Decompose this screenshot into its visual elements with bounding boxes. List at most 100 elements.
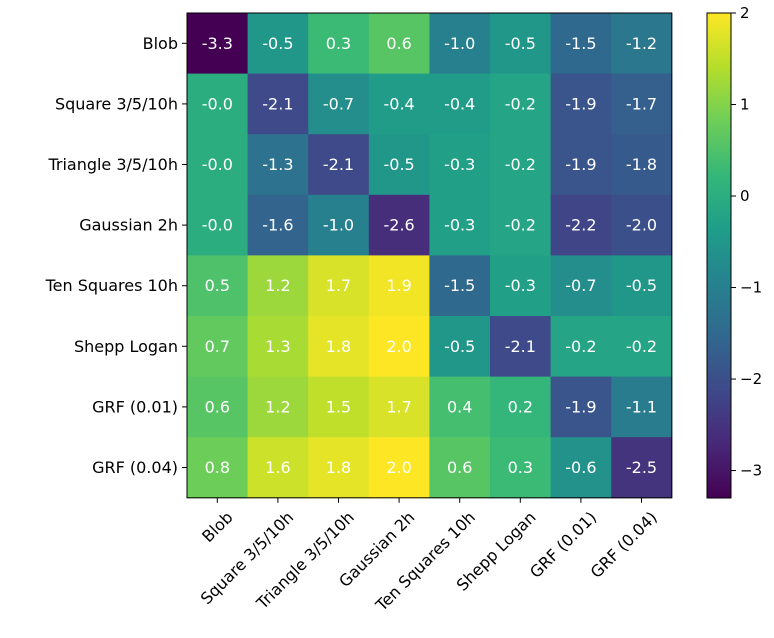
cell-value-label: -0.6	[565, 458, 596, 477]
cell-value-label: -0.3	[444, 155, 475, 174]
cell-value-label: -0.4	[444, 94, 475, 113]
cell-value-label: -1.6	[262, 216, 293, 235]
heatmap-cell	[187, 437, 249, 499]
y-tick-label: Blob	[143, 34, 178, 53]
heatmap-cell	[550, 13, 612, 75]
heatmap-cell	[247, 376, 309, 438]
cell-value-label: 2.0	[386, 458, 411, 477]
heatmap-cell	[550, 437, 612, 499]
heatmap-cell	[490, 13, 552, 75]
cell-value-label: -0.2	[505, 94, 536, 113]
cell-value-label: -1.3	[262, 155, 293, 174]
heatmap-cell	[490, 255, 552, 317]
heatmap-cell	[247, 73, 309, 135]
heatmap-cell	[611, 73, 673, 135]
heatmap-cell	[490, 194, 552, 256]
cell-value-label: 1.2	[265, 276, 290, 295]
y-tick-label: GRF (0.04)	[92, 458, 178, 477]
cell-value-label: -0.0	[202, 216, 233, 235]
y-tick-label: Triangle 3/5/10h	[47, 155, 178, 174]
y-axis: Blob Square 3/5/10h Triangle 3/5/10h Gaussi…	[45, 34, 187, 477]
plot-frame	[186, 12, 673, 499]
heatmap-cell	[429, 73, 491, 135]
heatmap-cell	[550, 376, 612, 438]
cell-value-label: -1.7	[626, 94, 657, 113]
heatmap-cells	[187, 13, 673, 499]
cell-value-label: 0.3	[508, 458, 533, 477]
cell-value-label: 0.3	[326, 34, 351, 53]
cell-value-label: -1.2	[626, 34, 657, 53]
heatmap-cell	[247, 255, 309, 317]
heatmap-cell	[187, 13, 249, 75]
x-tick-label: Blob	[198, 508, 236, 546]
y-tick-label: GRF (0.01)	[92, 397, 178, 416]
cell-value-label: -1.9	[565, 397, 596, 416]
heatmap-cell	[368, 437, 430, 499]
heatmap-cell	[187, 376, 249, 438]
cell-value-label: -0.7	[323, 94, 354, 113]
colorbar-tick-label: −1	[740, 279, 762, 297]
cell-value-label: -2.0	[626, 216, 657, 235]
heatmap-cell	[247, 13, 309, 75]
cell-value-label: -2.2	[565, 216, 596, 235]
heatmap-cell	[308, 134, 370, 196]
cell-value-label: -3.3	[202, 34, 233, 53]
heatmap-cell	[490, 73, 552, 135]
y-tick-label: Square 3/5/10h	[55, 94, 178, 113]
heatmap-cell	[308, 13, 370, 75]
cell-value-label: 0.8	[205, 458, 230, 477]
cell-value-label: -2.1	[323, 155, 354, 174]
cell-value-label: -2.1	[505, 337, 536, 356]
cell-value-label: -1.1	[626, 397, 657, 416]
heatmap-cell	[550, 73, 612, 135]
heatmap-cell	[611, 376, 673, 438]
cell-value-label: -0.5	[505, 34, 536, 53]
heatmap-cell	[368, 194, 430, 256]
heatmap-cell	[187, 134, 249, 196]
cell-value-label: 1.3	[265, 337, 290, 356]
y-tick-label: Gaussian 2h	[79, 216, 178, 235]
cell-value-label: 0.7	[205, 337, 230, 356]
heatmap-cell	[490, 437, 552, 499]
heatmap-cell	[308, 376, 370, 438]
heatmap-cell	[368, 13, 430, 75]
heatmap-cell-labels: -3.3 -0.5 0.3 0.6 -1.0 -0.5 -1.5 -1.2 -0.0 -2.1 -0…	[202, 34, 657, 477]
heatmap-cell	[611, 316, 673, 378]
heatmap-cell	[187, 194, 249, 256]
y-tick-label: Shepp Logan	[74, 337, 178, 356]
heatmap-cell	[429, 13, 491, 75]
cell-value-label: -0.5	[262, 34, 293, 53]
heatmap-cell	[611, 194, 673, 256]
heatmap-cell	[611, 13, 673, 75]
heatmap-cell	[368, 376, 430, 438]
heatmap-cell	[429, 437, 491, 499]
cell-value-label: -1.0	[444, 34, 475, 53]
heatmap-cell	[308, 73, 370, 135]
cell-value-label: 1.8	[326, 458, 351, 477]
cell-value-label: 1.9	[386, 276, 411, 295]
heatmap-cell	[550, 316, 612, 378]
cell-value-label: 0.6	[205, 397, 230, 416]
cell-value-label: -0.0	[202, 94, 233, 113]
cell-value-label: 0.4	[447, 397, 472, 416]
heatmap-cell	[308, 194, 370, 256]
cell-value-label: -0.5	[444, 337, 475, 356]
heatmap-cell	[429, 194, 491, 256]
heatmap-cell	[247, 437, 309, 499]
cell-value-label: -2.5	[626, 458, 657, 477]
cell-value-label: 1.7	[386, 397, 411, 416]
cell-value-label: 0.6	[447, 458, 472, 477]
cell-value-label: 1.7	[326, 276, 351, 295]
heatmap-cell	[429, 255, 491, 317]
heatmap-cell	[247, 194, 309, 256]
cell-value-label: 1.8	[326, 337, 351, 356]
heatmap-cell	[187, 73, 249, 135]
heatmap-cell	[187, 316, 249, 378]
cell-value-label: -0.2	[626, 337, 657, 356]
heatmap-cell	[490, 134, 552, 196]
colorbar-tick-label: 1	[740, 96, 750, 114]
heatmap-cell	[247, 134, 309, 196]
heatmap-cell	[550, 255, 612, 317]
cell-value-label: 0.2	[508, 397, 533, 416]
